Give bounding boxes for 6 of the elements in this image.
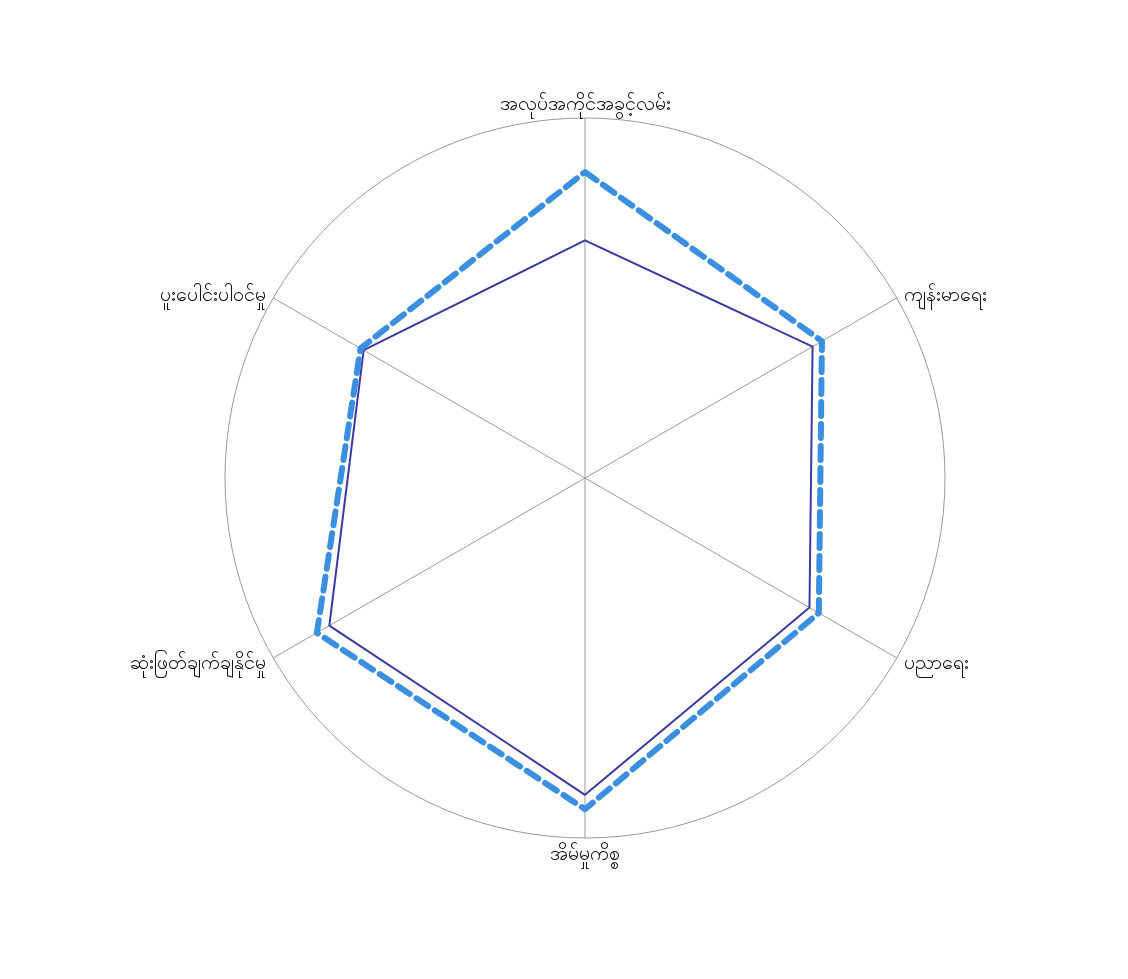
spoke-label: ပညာရေး — [903, 650, 969, 679]
spoke-label: ပူးပေါင်းပါဝင်မှု — [160, 282, 267, 311]
spoke-label: အိမ်မှုကိစ္စ — [550, 841, 620, 870]
spoke-label: အလုပ်အကိုင်အခွင့်လမ်း — [499, 91, 671, 119]
spoke-label: ကျန်းမာရေး — [903, 282, 987, 311]
spoke-label: ဆုံးဖြတ်ချက်ချနိုင်မှု — [130, 650, 267, 679]
